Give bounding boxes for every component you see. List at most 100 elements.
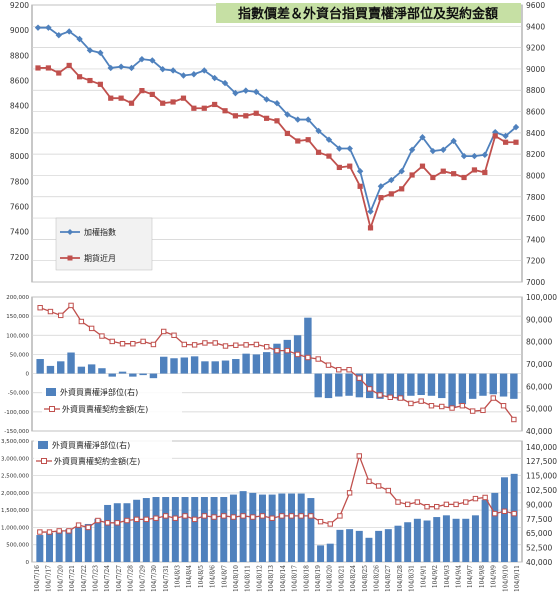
data-point [149, 91, 155, 97]
data-point [501, 508, 508, 514]
bar [77, 366, 86, 374]
data-point [388, 176, 395, 184]
data-point [450, 137, 457, 145]
data-point [153, 515, 159, 521]
data-point [397, 395, 404, 401]
data-point [469, 408, 476, 414]
y-tick-label: 3,000,000 [1, 456, 29, 462]
bar [346, 529, 354, 562]
legend-box-2 [42, 383, 182, 417]
data-point [56, 528, 62, 534]
y2-tick-label: 50,000 [526, 405, 552, 414]
data-point [294, 351, 301, 358]
data-point [192, 516, 198, 523]
legend-marker [38, 441, 48, 449]
data-point [409, 172, 415, 178]
bar [355, 530, 363, 562]
data-point [492, 510, 498, 517]
x-tick-label: 104/7/16 [34, 565, 41, 592]
data-point [428, 403, 435, 409]
bar [481, 499, 489, 562]
data-point [399, 186, 405, 192]
data-point [259, 513, 266, 519]
data-point [191, 342, 198, 348]
data-point [201, 67, 208, 74]
bar [36, 359, 44, 374]
bar [191, 497, 199, 562]
data-point [180, 72, 187, 79]
x-tick-label: 104/7/20 [57, 565, 64, 592]
data-point [250, 514, 256, 520]
bar [499, 373, 508, 397]
data-point [35, 65, 41, 71]
data-point [118, 95, 124, 101]
x-tick-label: 104/9/11 [514, 565, 521, 592]
bar [201, 361, 209, 374]
bar [211, 361, 219, 374]
x-tick-label: 104/8/26 [374, 565, 381, 592]
bar [252, 354, 261, 374]
bar [458, 373, 467, 405]
data-point [308, 513, 314, 519]
x-tick-label: 104/8/21 [338, 565, 345, 592]
bar [427, 373, 436, 396]
bar [200, 497, 208, 562]
bar [307, 498, 315, 562]
bar [84, 523, 92, 562]
data-point [211, 514, 217, 520]
x-tick-label: 104/8/18 [303, 565, 310, 592]
x-tick-label: 104/7/27 [116, 565, 123, 592]
data-point [500, 403, 507, 409]
bar [394, 525, 402, 562]
data-point [482, 169, 488, 176]
data-point [264, 115, 270, 121]
bar [268, 494, 276, 562]
bar [413, 518, 421, 562]
y2-tick-label: 70,000 [526, 360, 552, 369]
y2-tick-label: 140,000 [526, 443, 557, 452]
bar [355, 373, 364, 398]
data-point [305, 137, 311, 143]
bar [375, 530, 383, 562]
x-tick-label: 104/9/10 [502, 565, 509, 592]
y2-tick-label: 90,000 [526, 500, 552, 509]
bar [324, 373, 333, 399]
bar [297, 493, 305, 562]
bar [283, 339, 292, 374]
data-point [512, 123, 520, 131]
x-tick-label: 104/8/25 [362, 565, 369, 592]
x-tick-label: 104/9/2 [432, 565, 439, 588]
bar [423, 520, 431, 562]
y2-tick-label: 100,000 [526, 293, 557, 302]
data-point [222, 108, 228, 114]
data-point [326, 153, 332, 159]
data-point [143, 516, 150, 523]
y-tick-label: 50,000 [10, 352, 30, 358]
data-point [171, 332, 177, 338]
x-tick-label: 104/9/1 [420, 565, 427, 588]
legend-box-3 [34, 436, 172, 470]
legend-label: 外資買賣權契約金額(左) [62, 404, 148, 414]
data-point [404, 501, 411, 508]
bar [171, 497, 179, 562]
data-point [130, 341, 136, 347]
data-point [114, 520, 120, 526]
x-tick-label: 104/7/29 [139, 565, 146, 592]
y2-tick-label: 65,000 [526, 529, 552, 538]
data-point [232, 113, 239, 119]
y2-tick-label: 8200 [526, 150, 545, 159]
title-background [216, 3, 521, 23]
data-point [408, 146, 416, 153]
data-point [172, 515, 179, 521]
data-point [212, 340, 218, 346]
data-point [169, 67, 177, 74]
y2-tick-label: 9400 [526, 22, 545, 31]
data-point [511, 416, 517, 423]
bar [46, 365, 55, 374]
data-point [346, 367, 352, 373]
data-point [190, 71, 198, 78]
legend-marker [67, 255, 73, 261]
data-point [170, 99, 176, 105]
data-point [471, 167, 478, 173]
